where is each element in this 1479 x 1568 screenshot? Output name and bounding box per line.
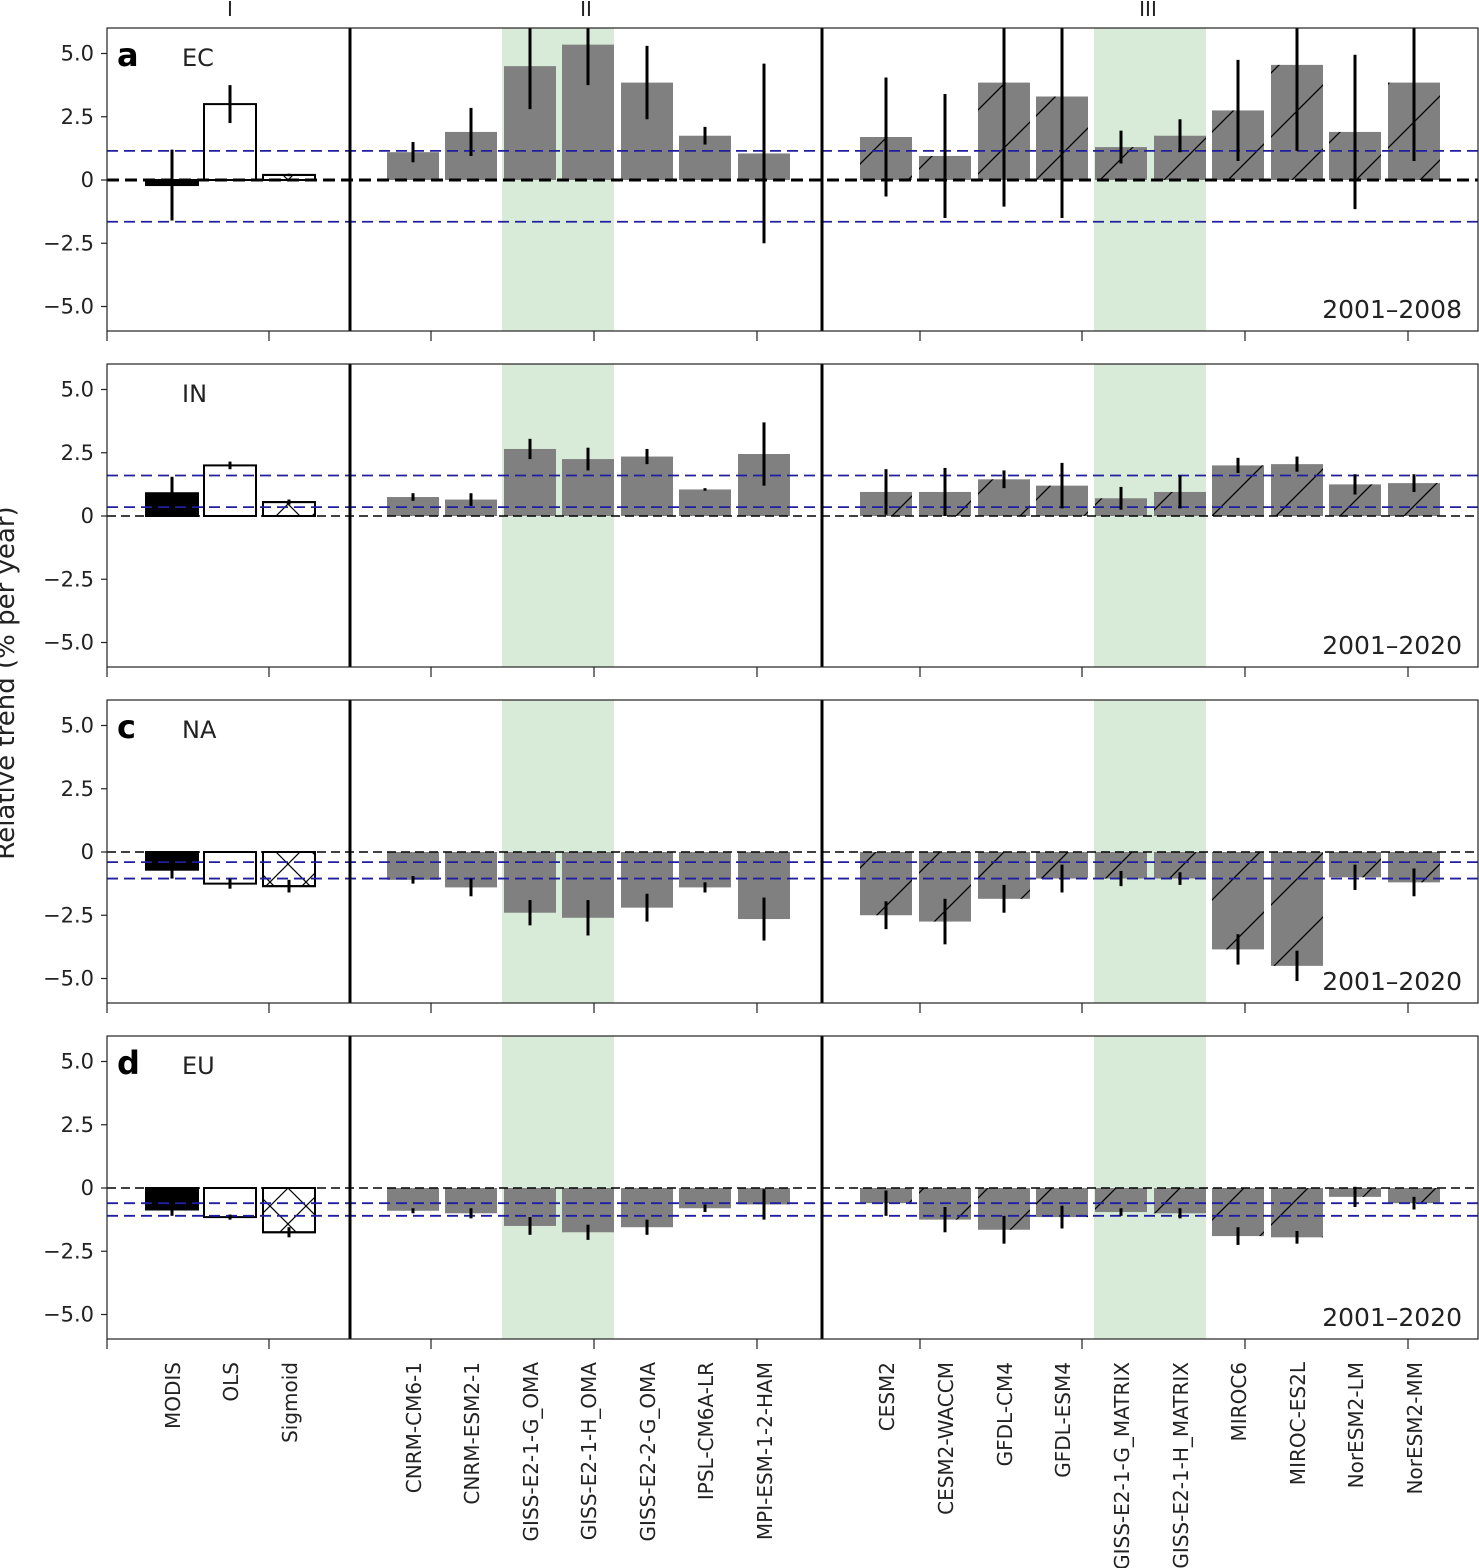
y-tick-label: 0	[81, 168, 94, 192]
y-tick-label: 2.5	[61, 105, 94, 129]
x-label-Sigmoid: Sigmoid	[278, 1362, 302, 1443]
y-tick-label: −5.0	[43, 1303, 94, 1327]
panel-d: 5.0 2.5 0 −2.5 −5.0 d EU 2001–2020	[43, 1035, 1479, 1349]
panel-c: 5.0 2.5 0 −2.5 −5.0 c NA 2001–2020	[43, 699, 1479, 1013]
bar-hatch-MIROC-ES2L	[1271, 852, 1323, 966]
bar-hatch-MIROC-ES2L	[1271, 1188, 1323, 1238]
bar-CNRM-CM6-1	[387, 1188, 439, 1211]
panel-letter: c	[117, 708, 136, 746]
x-label-CESM2: CESM2	[875, 1362, 899, 1431]
group-label-II: II	[580, 0, 592, 21]
bar-GISS-E2-2-G_OMA	[621, 456, 673, 516]
panel-period: 2001–2020	[1322, 1303, 1462, 1332]
y-tick-label: 2.5	[61, 441, 94, 465]
bar-hatch-MIROC-ES2L	[1271, 464, 1323, 516]
panel-frame	[106, 363, 1479, 668]
x-label-MIROC-ES2L: MIROC-ES2L	[1286, 1361, 1310, 1485]
group-label-I: I	[227, 0, 233, 21]
panel-letter: d	[117, 1044, 140, 1082]
bar-GISS-E2-1-G_OMA	[504, 448, 556, 516]
x-label-GFDL-ESM4: GFDL-ESM4	[1051, 1362, 1075, 1478]
bar-IPSL-CM6A-LR	[679, 489, 731, 516]
panels-container: 5.0 2.5 0 −2.5 −5.0 a EC 2001–2008 5.0 2.5 0 −2.5 −5…	[43, 27, 1479, 1349]
bar-hatch-NorESM2-MM	[1388, 1188, 1440, 1204]
x-axis-category-labels: MODIS OLS Sigmoid CNRM-CM6-1 CNRM-ESM2-1 GISS…	[161, 1361, 1427, 1568]
x-label-CESM2-WACCM: CESM2-WACCM	[934, 1362, 958, 1515]
y-tick-label: 5.0	[61, 42, 94, 66]
panel-period: 2001–2020	[1322, 967, 1462, 996]
x-label-GISS-E2-1-G_OMA: GISS-E2-1-G_OMA	[519, 1362, 543, 1542]
y-tick-label: −2.5	[43, 567, 94, 591]
y-tick-label: −2.5	[43, 231, 94, 255]
x-label-MIROC6: MIROC6	[1227, 1362, 1251, 1441]
panel-period: 2001–2008	[1322, 295, 1462, 324]
panel-region: EU	[182, 1052, 215, 1080]
bar-CNRM-CM6-1	[387, 852, 439, 880]
x-label-GISS-E2-1-H_MATRIX: GISS-E2-1-H_MATRIX	[1169, 1362, 1193, 1568]
x-label-GISS-E2-1-G_MATRIX: GISS-E2-1-G_MATRIX	[1110, 1362, 1134, 1568]
x-label-GISS-E2-1-H_OMA: GISS-E2-1-H_OMA	[577, 1362, 601, 1541]
y-tick-label: 0	[81, 504, 94, 528]
bar-IPSL-CM6A-LR	[679, 852, 731, 888]
y-tick-label: 2.5	[61, 777, 94, 801]
y-tick-label: −5.0	[43, 631, 94, 655]
x-label-MODIS: MODIS	[161, 1362, 185, 1429]
x-label-GISS-E2-2-G_OMA: GISS-E2-2-G_OMA	[636, 1362, 660, 1542]
y-tick-label: 0	[81, 1176, 94, 1200]
bar-OLS	[203, 464, 257, 517]
y-tick-label: 0	[81, 840, 94, 864]
y-axis-label: Relative trend (% per year)	[0, 506, 21, 859]
panel-b: 5.0 2.5 0 −2.5 −5.0 IN 2001–2020	[43, 363, 1479, 677]
panel-region: NA	[182, 716, 217, 744]
x-label-OLS: OLS	[219, 1362, 243, 1402]
panel-a: 5.0 2.5 0 −2.5 −5.0 a EC 2001–2008	[43, 27, 1479, 341]
panel-letter: a	[117, 36, 139, 74]
panel-frame	[106, 699, 1479, 1004]
y-tick-label: −5.0	[43, 295, 94, 319]
x-label-NorESM2-LM: NorESM2-LM	[1344, 1362, 1368, 1488]
y-tick-label: 5.0	[61, 1050, 94, 1074]
y-tick-label: 5.0	[61, 378, 94, 402]
x-label-CNRM-ESM2-1: CNRM-ESM2-1	[460, 1362, 484, 1505]
x-label-NorESM2-MM: NorESM2-MM	[1403, 1362, 1427, 1494]
x-label-IPSL-CM6A-LR: IPSL-CM6A-LR	[694, 1362, 718, 1500]
bar-hatch-Sigmoid	[262, 1187, 316, 1234]
y-tick-label: 2.5	[61, 1113, 94, 1137]
panel-region: EC	[182, 44, 214, 72]
y-tick-label: −5.0	[43, 967, 94, 991]
x-label-CNRM-CM6-1: CNRM-CM6-1	[402, 1362, 426, 1493]
bar-hatch-GISS-E2-1-G_MATRIX	[1095, 1188, 1147, 1213]
y-tick-label: −2.5	[43, 1239, 94, 1263]
panel-period: 2001–2020	[1322, 631, 1462, 660]
y-tick-label: −2.5	[43, 903, 94, 927]
x-label-GFDL-CM4: GFDL-CM4	[993, 1362, 1017, 1466]
panel-frame	[106, 27, 1479, 332]
group-label-III: III	[1139, 0, 1157, 21]
bar-hatch-MIROC6	[1212, 852, 1264, 950]
y-tick-label: 5.0	[61, 714, 94, 738]
x-label-MPI-ESM-1-2-HAM: MPI-ESM-1-2-HAM	[753, 1362, 777, 1540]
panel-region: IN	[182, 380, 207, 408]
panel-frame	[106, 1035, 1479, 1340]
